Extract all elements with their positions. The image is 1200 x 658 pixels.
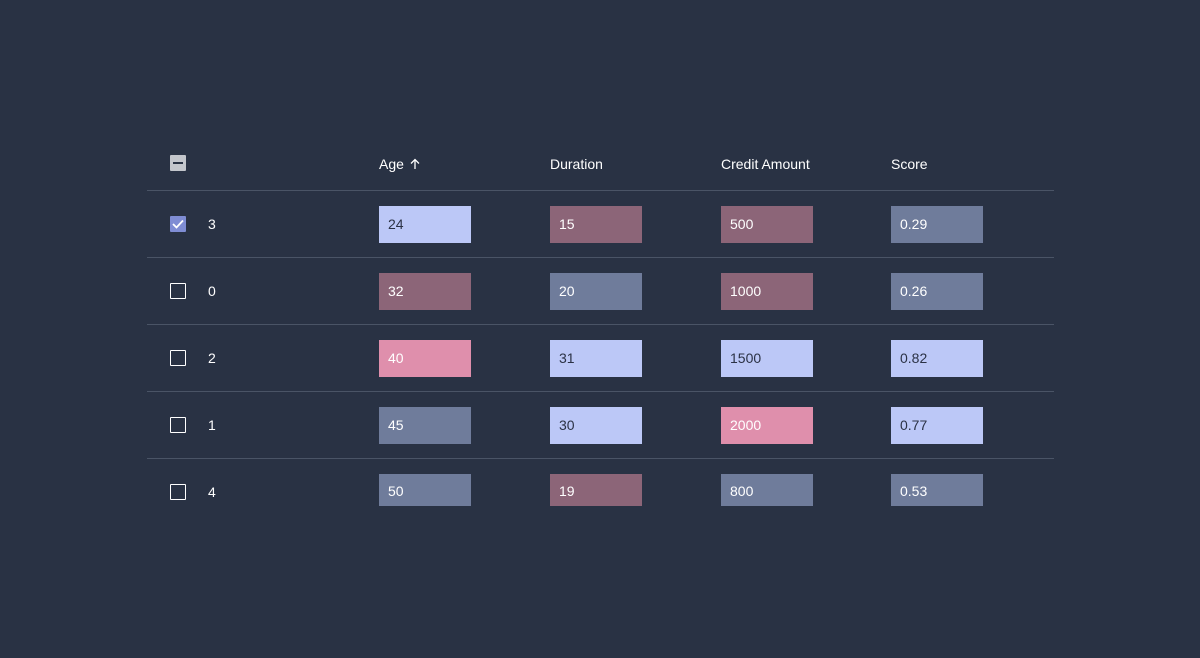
column-header-label: Credit Amount bbox=[721, 156, 810, 172]
table-row[interactable]: 2 40 31 1500 0.82 bbox=[147, 325, 1054, 392]
cell-duration: 20 bbox=[550, 273, 642, 310]
column-header-label: Age bbox=[379, 156, 404, 172]
cell-credit-amount: 2000 bbox=[721, 407, 813, 444]
cell-score: 0.29 bbox=[891, 206, 983, 243]
data-table: Age Duration Credit Amount Score 3 24 15… bbox=[147, 138, 1054, 525]
cell-credit-amount: 1000 bbox=[721, 273, 813, 310]
table-header-row: Age Duration Credit Amount Score bbox=[147, 138, 1054, 191]
row-index: 1 bbox=[208, 417, 216, 433]
table-row[interactable]: 4 50 19 800 0.53 bbox=[147, 459, 1054, 525]
cell-duration: 30 bbox=[550, 407, 642, 444]
cell-score: 0.26 bbox=[891, 273, 983, 310]
cell-duration: 19 bbox=[550, 474, 642, 506]
row-index: 3 bbox=[208, 216, 216, 232]
cell-duration: 15 bbox=[550, 206, 642, 243]
select-all-checkbox[interactable] bbox=[170, 155, 186, 171]
row-checkbox[interactable] bbox=[170, 283, 186, 299]
row-index: 0 bbox=[208, 283, 216, 299]
arrow-up-icon[interactable] bbox=[410, 158, 420, 170]
column-header-age[interactable]: Age bbox=[379, 156, 420, 172]
row-checkbox[interactable] bbox=[170, 484, 186, 500]
cell-age: 32 bbox=[379, 273, 471, 310]
row-index: 4 bbox=[208, 484, 216, 500]
row-checkbox[interactable] bbox=[170, 417, 186, 433]
cell-age: 50 bbox=[379, 474, 471, 506]
cell-age: 40 bbox=[379, 340, 471, 377]
table-row[interactable]: 0 32 20 1000 0.26 bbox=[147, 258, 1054, 325]
column-header-label: Duration bbox=[550, 156, 603, 172]
table-row[interactable]: 1 45 30 2000 0.77 bbox=[147, 392, 1054, 459]
cell-score: 0.82 bbox=[891, 340, 983, 377]
cell-age: 24 bbox=[379, 206, 471, 243]
row-checkbox[interactable] bbox=[170, 350, 186, 366]
row-checkbox[interactable] bbox=[170, 216, 186, 232]
indeterminate-icon bbox=[173, 162, 183, 164]
column-header-label: Score bbox=[891, 156, 928, 172]
column-header-score[interactable]: Score bbox=[891, 156, 928, 172]
cell-score: 0.77 bbox=[891, 407, 983, 444]
row-index: 2 bbox=[208, 350, 216, 366]
column-header-duration[interactable]: Duration bbox=[550, 156, 603, 172]
cell-credit-amount: 1500 bbox=[721, 340, 813, 377]
cell-duration: 31 bbox=[550, 340, 642, 377]
column-header-credit-amount[interactable]: Credit Amount bbox=[721, 156, 810, 172]
cell-age: 45 bbox=[379, 407, 471, 444]
table-row[interactable]: 3 24 15 500 0.29 bbox=[147, 191, 1054, 258]
cell-score: 0.53 bbox=[891, 474, 983, 506]
cell-credit-amount: 500 bbox=[721, 206, 813, 243]
checkmark-icon bbox=[172, 219, 184, 229]
cell-credit-amount: 800 bbox=[721, 474, 813, 506]
